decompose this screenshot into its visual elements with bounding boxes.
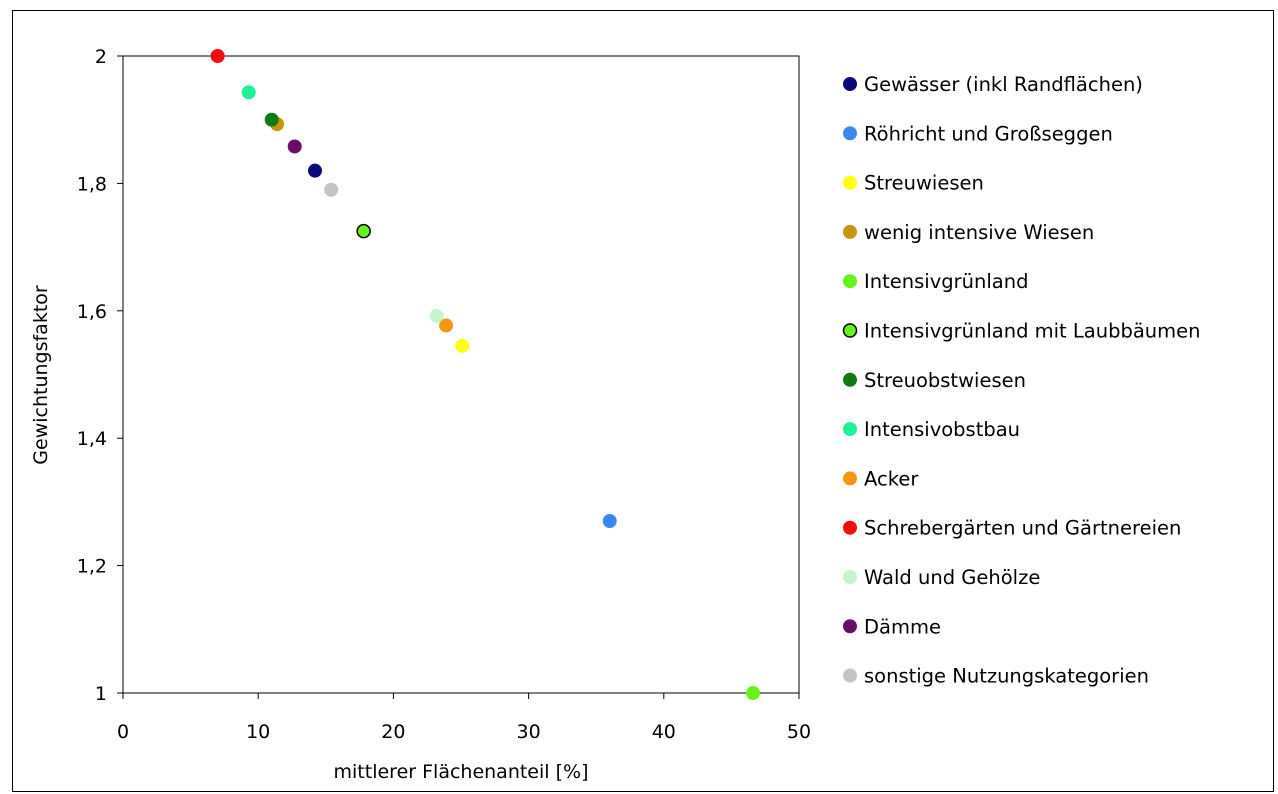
legend-label: Intensivgrünland mit Laubbäumen [864, 320, 1201, 343]
x-axis-title: mittlerer Flächenanteil [%] [334, 761, 589, 783]
data-point [746, 686, 761, 700]
x-tick-label: 50 [787, 721, 811, 743]
data-point [455, 338, 470, 353]
x-tick-label: 30 [517, 721, 541, 743]
legend-marker [842, 323, 858, 338]
y-tick-label: 2 [95, 46, 107, 68]
legend-label: Streuobstwiesen [864, 369, 1026, 392]
data-point [324, 182, 339, 197]
legend-label: Wald und Gehölze [864, 566, 1040, 589]
legend-label: Intensivobstbau [864, 418, 1020, 441]
x-tick-label: 10 [246, 721, 270, 743]
legend-marker [843, 520, 857, 535]
legend-marker [843, 570, 857, 584]
legend-label: Acker [864, 467, 919, 490]
x-tick-label: 20 [381, 721, 405, 743]
y-tick-label: 1,8 [77, 173, 107, 195]
legend-label: Gewässer (inkl Randflächen) [864, 73, 1143, 96]
plot-border [122, 55, 800, 694]
data-point [241, 85, 256, 100]
y-tick-label: 1,2 [77, 556, 107, 578]
legend-label: wenig intensive Wiesen [864, 221, 1094, 244]
data-point [210, 49, 225, 63]
y-tick-label: 1 [95, 683, 107, 705]
legend-marker [843, 422, 857, 437]
legend: Gewässer (inkl Randflächen) Röhricht und … [842, 73, 1201, 688]
data-point [439, 318, 454, 333]
data-point [429, 308, 444, 323]
data-point [287, 139, 302, 154]
chart-frame [12, 10, 1274, 792]
legend-label: Streuwiesen [864, 172, 984, 195]
legend-label: Schrebergärten und Gärtnereien [864, 517, 1181, 540]
data-point [307, 163, 322, 178]
data-point [264, 112, 279, 127]
y-tick-label: 1,6 [77, 301, 107, 323]
y-axis-title: Gewichtungsfaktor [30, 285, 52, 465]
plot-area [122, 55, 800, 694]
legend-label: Dämme [864, 615, 941, 638]
legend-marker [843, 471, 857, 486]
x-tick-label: 0 [117, 721, 129, 743]
legend-marker [843, 126, 857, 141]
y-tick-label: 1,4 [77, 428, 107, 450]
legend-marker [843, 274, 857, 289]
legend-label: sonstige Nutzungskategorien [864, 665, 1149, 688]
legend-marker [843, 77, 857, 91]
x-tick-label: 40 [652, 721, 676, 743]
axes: 0 10 20 30 40 50 1 1,2 1,4 1,6 1,8 2 [77, 46, 811, 743]
legend-marker [843, 372, 857, 387]
data-point [356, 223, 371, 239]
data-points [210, 49, 761, 700]
legend-label: Röhricht und Großseggen [864, 122, 1113, 145]
legend-marker [843, 619, 857, 634]
legend-marker [843, 175, 857, 190]
legend-marker [843, 224, 857, 239]
data-point [602, 514, 617, 529]
legend-label: Intensivgrünland [864, 270, 1028, 293]
legend-marker [843, 668, 857, 683]
